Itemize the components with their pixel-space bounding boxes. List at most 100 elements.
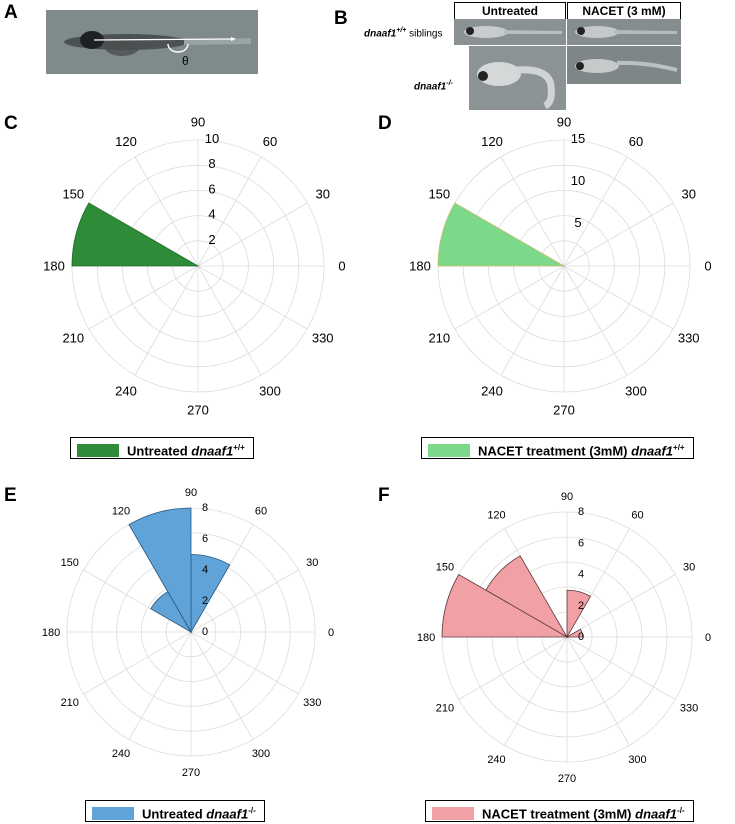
radial-tick-label: 6 <box>202 533 208 545</box>
row-label-wildtype: dnaaf1+/+ siblings <box>364 27 443 40</box>
angle-label: 120 <box>115 134 137 149</box>
angle-label: 300 <box>259 383 281 398</box>
angle-label: 90 <box>185 487 197 499</box>
angle-label: 120 <box>112 506 130 518</box>
angle-label: 240 <box>487 754 505 766</box>
angle-label: 120 <box>487 510 505 522</box>
radial-tick-label: 4 <box>208 207 215 222</box>
angle-label: 0 <box>705 632 711 644</box>
grid-spoke <box>190 631 254 740</box>
angle-label: 30 <box>306 557 318 569</box>
angle-label: 300 <box>625 383 647 398</box>
radial-tick-label: 0 <box>578 631 584 643</box>
polar-bar <box>437 202 566 267</box>
panel-letter-d: D <box>378 113 392 134</box>
grid-spoke <box>134 265 199 376</box>
legend-f: NACET treatment (3mM) dnaaf1-/- <box>425 800 694 822</box>
angle-label: 90 <box>191 115 205 130</box>
panel-letter-c: C <box>4 113 18 134</box>
angle-label: 180 <box>417 632 435 644</box>
grid-spoke <box>190 569 299 633</box>
angle-label: 150 <box>62 187 84 202</box>
angle-label: 210 <box>61 697 79 709</box>
grid-spoke <box>500 265 565 376</box>
angle-label: 0 <box>328 627 334 639</box>
polar-bar <box>150 591 193 634</box>
angle-label: 0 <box>338 259 345 274</box>
grid-spoke <box>566 636 676 700</box>
larva-photo-mutant-nacet <box>567 46 681 84</box>
angle-label: 150 <box>61 557 79 569</box>
grid-spoke <box>454 265 565 330</box>
column-header-nacet: NACET (3 mM) <box>567 2 681 20</box>
angle-label: 150 <box>436 561 454 573</box>
angle-label: 300 <box>628 754 646 766</box>
angle-label: 330 <box>678 331 700 346</box>
angle-label: 120 <box>481 134 503 149</box>
panel-letter-e: E <box>4 485 17 506</box>
radial-tick-label: 8 <box>202 502 208 514</box>
grid-spoke <box>563 265 674 330</box>
theta-label: θ <box>182 54 189 68</box>
angle-label: 60 <box>263 134 277 149</box>
angle-label: 60 <box>629 134 643 149</box>
polar-bar <box>565 628 584 638</box>
grid-spoke <box>83 631 192 695</box>
radial-tick-label: 2 <box>578 600 584 612</box>
legend-swatch-c <box>77 444 119 458</box>
angle-label: 30 <box>315 187 329 202</box>
column-header-untreated: Untreated <box>454 2 566 20</box>
angle-label: 90 <box>561 491 573 503</box>
radial-tick-label: 8 <box>208 156 215 171</box>
angle-label: 210 <box>436 702 454 714</box>
angle-label: 240 <box>481 383 503 398</box>
grid-spoke <box>500 156 565 267</box>
grid-spoke <box>563 202 674 267</box>
angle-label: 330 <box>680 702 698 714</box>
radial-tick-label: 15 <box>571 131 585 146</box>
radial-tick-label: 10 <box>571 173 585 188</box>
panel-letter-f: F <box>378 485 390 506</box>
larva-photo-wt-nacet <box>567 19 681 45</box>
grid-spoke <box>566 574 676 638</box>
radial-tick-label: 4 <box>202 564 208 576</box>
larva-photo-mutant-untreated <box>469 46 566 110</box>
angle-label: 30 <box>683 561 695 573</box>
legend-c: Untreated dnaaf1+/+ <box>70 437 254 459</box>
radial-tick-label: 2 <box>202 595 208 607</box>
angle-label: 270 <box>187 403 209 418</box>
polar-chart-e: 0 2 4 6 8 0 30 60 90 120 150 180 210 240 270 300 330 <box>42 487 334 779</box>
radial-tick-label: 8 <box>578 506 584 518</box>
legend-swatch-e <box>92 807 134 821</box>
angle-label: 90 <box>557 115 571 130</box>
panel-letter-b: B <box>334 8 348 29</box>
angle-label: 150 <box>428 187 450 202</box>
radial-tick-label: 10 <box>205 131 219 146</box>
legend-e: Untreated dnaaf1-/- <box>85 800 265 822</box>
radial-tick-label: 5 <box>574 215 581 230</box>
radial-tick-label: 6 <box>578 537 584 549</box>
angle-label: 270 <box>553 403 575 418</box>
legend-d: NACET treatment (3mM) dnaaf1+/+ <box>421 437 694 459</box>
panel-letter-a: A <box>4 2 18 23</box>
polar-chart-f: 0 2 4 6 8 0 30 60 90 120 150 180 210 240 270 300 330 <box>417 491 711 785</box>
angle-label: 270 <box>558 773 576 785</box>
angle-label: 30 <box>681 187 695 202</box>
angle-label: 210 <box>62 331 84 346</box>
angle-label: 300 <box>252 748 270 760</box>
grid-spoke <box>566 636 630 746</box>
row-label-mutant: dnaaf1-/- <box>414 80 453 93</box>
polar-bar <box>128 507 192 634</box>
angle-label: 240 <box>112 748 130 760</box>
angle-label: 0 <box>704 259 711 274</box>
grid-spoke <box>563 156 628 267</box>
angle-label: 60 <box>631 510 643 522</box>
zebrafish-larva-photo-a: θ <box>46 10 258 74</box>
angle-label: 330 <box>312 331 334 346</box>
angle-label: 210 <box>428 331 450 346</box>
grid-spoke <box>190 631 299 695</box>
grid-spoke <box>197 265 262 376</box>
grid-spoke <box>504 636 568 746</box>
larva-photo-wt-untreated <box>454 19 566 45</box>
